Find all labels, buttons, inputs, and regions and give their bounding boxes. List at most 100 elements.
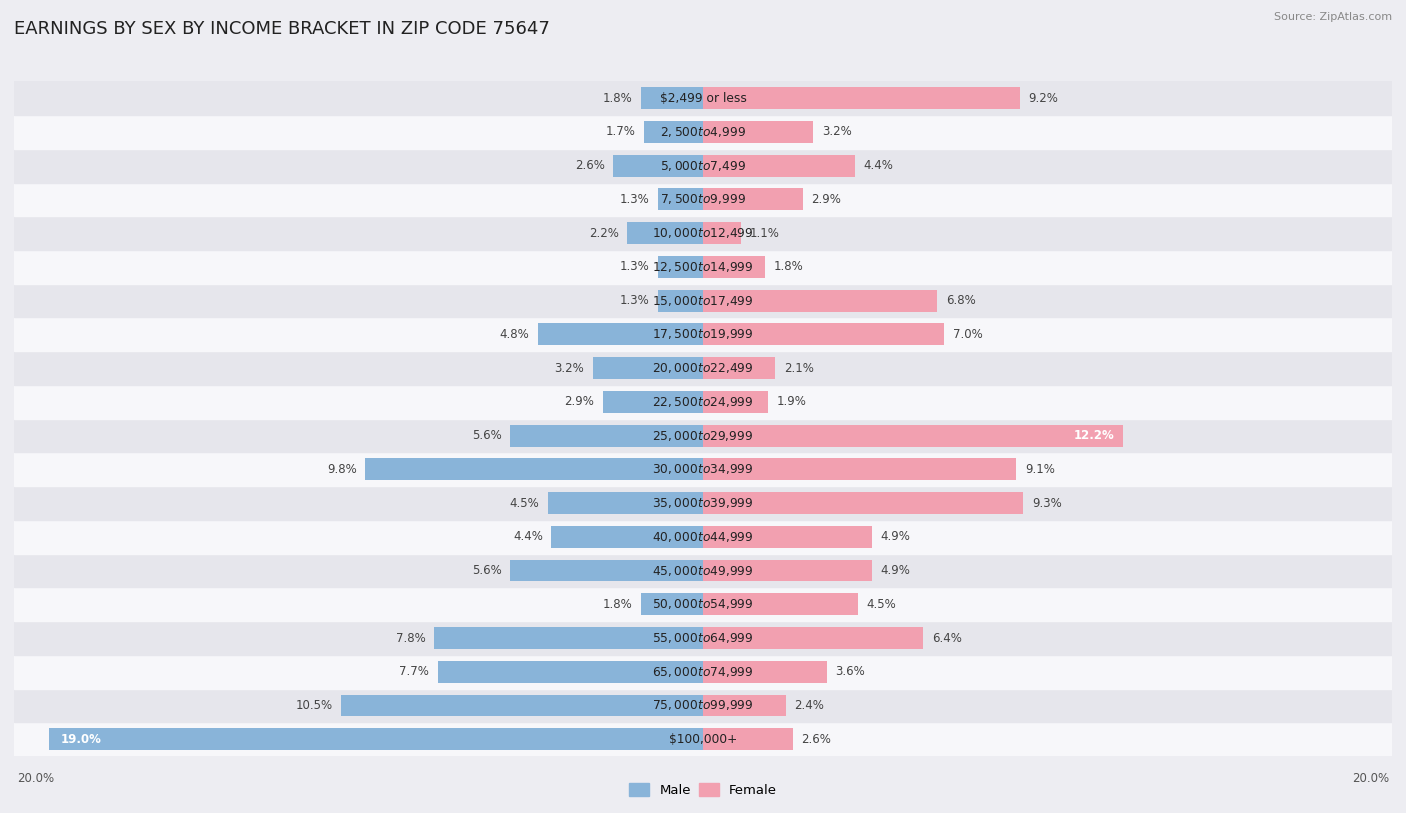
Bar xyxy=(14,284,1392,317)
Bar xyxy=(658,289,703,311)
Bar xyxy=(703,189,803,211)
Bar xyxy=(510,559,703,581)
Bar xyxy=(703,459,1017,480)
Bar xyxy=(548,492,703,514)
Bar xyxy=(366,459,703,480)
Text: $2,499 or less: $2,499 or less xyxy=(659,92,747,105)
Bar xyxy=(14,115,1392,149)
Text: $15,000 to $17,499: $15,000 to $17,499 xyxy=(652,293,754,307)
Bar xyxy=(537,324,703,346)
Text: 1.8%: 1.8% xyxy=(603,598,633,611)
Bar xyxy=(703,694,786,716)
Bar xyxy=(658,189,703,211)
Bar xyxy=(14,587,1392,621)
Bar xyxy=(703,222,741,244)
Bar xyxy=(437,661,703,683)
Text: $5,000 to $7,499: $5,000 to $7,499 xyxy=(659,159,747,172)
Text: $12,500 to $14,999: $12,500 to $14,999 xyxy=(652,260,754,274)
Bar xyxy=(510,424,703,446)
Text: 1.8%: 1.8% xyxy=(603,92,633,105)
Legend: Male, Female: Male, Female xyxy=(624,777,782,802)
Bar xyxy=(703,289,938,311)
Bar xyxy=(14,689,1392,722)
Text: $100,000+: $100,000+ xyxy=(669,733,737,746)
Text: $50,000 to $54,999: $50,000 to $54,999 xyxy=(652,598,754,611)
Bar xyxy=(14,419,1392,452)
Text: $10,000 to $12,499: $10,000 to $12,499 xyxy=(652,226,754,240)
Bar xyxy=(14,81,1392,115)
Text: 2.4%: 2.4% xyxy=(794,699,824,712)
Bar xyxy=(14,149,1392,182)
Text: 5.6%: 5.6% xyxy=(472,564,502,577)
Text: $45,000 to $49,999: $45,000 to $49,999 xyxy=(652,563,754,577)
Text: 12.2%: 12.2% xyxy=(1074,429,1115,442)
Text: 9.3%: 9.3% xyxy=(1032,497,1062,510)
Text: 1.7%: 1.7% xyxy=(606,125,636,138)
Text: 1.3%: 1.3% xyxy=(620,294,650,307)
Text: $30,000 to $34,999: $30,000 to $34,999 xyxy=(652,463,754,476)
Bar xyxy=(14,486,1392,520)
Bar xyxy=(641,593,703,615)
Bar xyxy=(14,554,1392,587)
Text: 1.8%: 1.8% xyxy=(773,260,803,273)
Bar xyxy=(703,424,1123,446)
Bar xyxy=(14,621,1392,655)
Text: 7.8%: 7.8% xyxy=(396,632,426,645)
Bar xyxy=(342,694,703,716)
Bar xyxy=(551,526,703,548)
Bar xyxy=(703,154,855,176)
Text: $17,500 to $19,999: $17,500 to $19,999 xyxy=(652,328,754,341)
Bar xyxy=(703,324,945,346)
Bar xyxy=(14,722,1392,756)
Bar xyxy=(14,216,1392,250)
Text: $75,000 to $99,999: $75,000 to $99,999 xyxy=(652,698,754,712)
Text: 2.6%: 2.6% xyxy=(801,733,831,746)
Text: $7,500 to $9,999: $7,500 to $9,999 xyxy=(659,193,747,207)
Bar xyxy=(14,520,1392,554)
Text: Source: ZipAtlas.com: Source: ZipAtlas.com xyxy=(1274,12,1392,22)
Bar xyxy=(14,385,1392,419)
Text: $40,000 to $44,999: $40,000 to $44,999 xyxy=(652,530,754,544)
Bar xyxy=(703,627,924,649)
Text: 20.0%: 20.0% xyxy=(1353,772,1389,785)
Bar xyxy=(703,121,813,143)
Bar xyxy=(703,391,769,413)
Bar xyxy=(703,87,1019,109)
Text: 5.6%: 5.6% xyxy=(472,429,502,442)
Bar xyxy=(703,526,872,548)
Text: $65,000 to $74,999: $65,000 to $74,999 xyxy=(652,665,754,679)
Bar xyxy=(14,351,1392,385)
Text: 4.5%: 4.5% xyxy=(509,497,540,510)
Text: 7.7%: 7.7% xyxy=(399,665,429,678)
Text: 2.1%: 2.1% xyxy=(785,362,814,375)
Text: 4.5%: 4.5% xyxy=(866,598,897,611)
Text: EARNINGS BY SEX BY INCOME BRACKET IN ZIP CODE 75647: EARNINGS BY SEX BY INCOME BRACKET IN ZIP… xyxy=(14,20,550,38)
Bar xyxy=(593,357,703,379)
Bar xyxy=(48,728,703,750)
Text: 10.5%: 10.5% xyxy=(295,699,333,712)
Text: 3.6%: 3.6% xyxy=(835,665,865,678)
Bar xyxy=(703,661,827,683)
Bar xyxy=(703,492,1024,514)
Text: 6.4%: 6.4% xyxy=(932,632,962,645)
Text: $55,000 to $64,999: $55,000 to $64,999 xyxy=(652,631,754,645)
Text: 2.6%: 2.6% xyxy=(575,159,605,172)
Text: 4.4%: 4.4% xyxy=(863,159,893,172)
Text: 2.9%: 2.9% xyxy=(811,193,841,206)
Bar xyxy=(703,593,858,615)
Text: 1.3%: 1.3% xyxy=(620,193,650,206)
Text: 9.1%: 9.1% xyxy=(1025,463,1054,476)
Bar xyxy=(613,154,703,176)
Text: 7.0%: 7.0% xyxy=(953,328,983,341)
Text: 4.9%: 4.9% xyxy=(880,564,910,577)
Bar xyxy=(434,627,703,649)
Bar xyxy=(641,87,703,109)
Text: 3.2%: 3.2% xyxy=(554,362,583,375)
Text: $20,000 to $22,499: $20,000 to $22,499 xyxy=(652,361,754,375)
Text: 4.8%: 4.8% xyxy=(499,328,529,341)
Text: $35,000 to $39,999: $35,000 to $39,999 xyxy=(652,496,754,510)
Text: 20.0%: 20.0% xyxy=(17,772,53,785)
Text: $22,500 to $24,999: $22,500 to $24,999 xyxy=(652,395,754,409)
Text: 1.9%: 1.9% xyxy=(778,395,807,408)
Text: $2,500 to $4,999: $2,500 to $4,999 xyxy=(659,125,747,139)
